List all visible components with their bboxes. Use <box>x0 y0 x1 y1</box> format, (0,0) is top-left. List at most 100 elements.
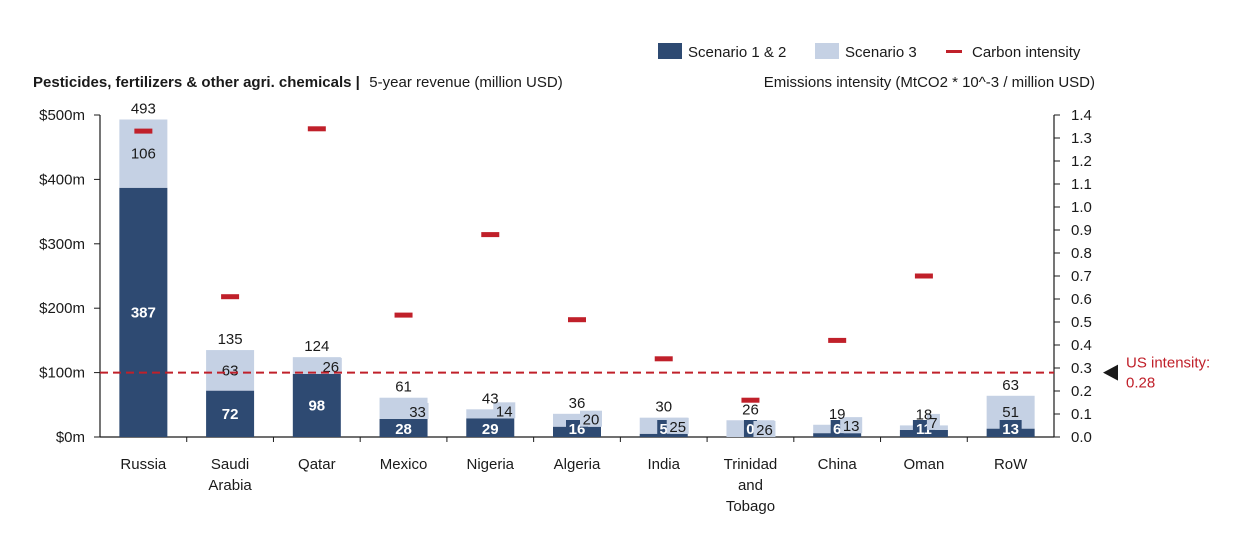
legend-swatch-carbon-intensity <box>946 50 962 53</box>
bar-label-pad <box>999 420 1022 437</box>
carbon-intensity-marker <box>394 312 413 318</box>
bar-label-pad <box>479 420 502 437</box>
bar-label-pad <box>753 421 776 437</box>
right-tick-label: 0.9 <box>1071 222 1092 239</box>
x-category-label: China <box>818 456 858 473</box>
bar-label-pad <box>666 417 689 434</box>
bar-scenario-1-2 <box>292 373 341 437</box>
bar-scenario-3 <box>466 409 515 419</box>
x-category-label: Algeria <box>554 456 601 473</box>
bar-value-label-scenario-3: 20 <box>583 412 600 429</box>
x-category-label: Oman <box>903 456 944 473</box>
x-category-label: Tobago <box>726 498 775 515</box>
bar-total-label: 36 <box>569 395 586 412</box>
x-category-label: RoW <box>994 456 1028 473</box>
bar-value-label-scenario-3: 25 <box>669 419 686 436</box>
left-tick-label: $100m <box>39 365 85 382</box>
bar-total-label: 18 <box>916 406 933 423</box>
bar-value-label-scenario-3: 13 <box>843 418 860 435</box>
bar-value-label-scenario-1-2: 13 <box>1002 421 1019 438</box>
bar-label-pad <box>406 402 429 419</box>
us-intensity-value: 0.28 <box>1126 375 1155 392</box>
x-category-label: Arabia <box>208 477 252 494</box>
x-category-label: Russia <box>120 456 167 473</box>
legend-label-scenario-3: Scenario 3 <box>845 44 917 61</box>
carbon-intensity-marker <box>221 294 240 300</box>
us-intensity-label: US intensity: <box>1126 355 1210 372</box>
x-category-label: Trinidad <box>724 456 778 473</box>
bar-label-pad <box>580 410 602 427</box>
chart-title-rest: 5-year revenue (million USD) <box>369 74 562 91</box>
plot-area: $0m $100m $200m $300m $400m $500m 0.0 0.1 0.2 0.3… <box>39 101 1210 515</box>
legend-swatch-scenario-3 <box>815 43 839 59</box>
bar-value-label-scenario-3: 7 <box>929 415 937 432</box>
left-tick-label: $200m <box>39 300 85 317</box>
x-category-label: and <box>738 477 763 494</box>
legend-swatch-scenario-1-2 <box>658 43 682 59</box>
right-tick-label: 0.4 <box>1071 337 1092 354</box>
legend: Scenario 1 & 2 Scenario 3 Carbon intensi… <box>658 43 1081 61</box>
bar-value-label-scenario-1-2: 29 <box>482 421 499 438</box>
right-tick-label: 1.1 <box>1071 176 1092 193</box>
right-tick-label: 0.8 <box>1071 245 1092 262</box>
bar-value-label-scenario-1-2: 0 <box>746 421 754 438</box>
carbon-intensity-marker <box>741 397 760 403</box>
bar-value-label-scenario-3: 26 <box>756 422 773 439</box>
carbon-intensity-marker <box>134 128 153 134</box>
bar-value-label-scenario-1-2: 28 <box>395 421 412 438</box>
bar-total-label: 43 <box>482 390 499 407</box>
right-tick-label: 0.1 <box>1071 406 1092 423</box>
bar-scenario-1-2 <box>206 390 255 437</box>
bar-total-label: 493 <box>131 101 156 118</box>
bar-total-label: 61 <box>395 379 412 396</box>
bar-label-pad <box>926 413 940 430</box>
bar-value-label-scenario-1-2: 98 <box>308 397 325 414</box>
right-axis-title: Emissions intensity (MtCO2 * 10^-3 / mil… <box>764 74 1095 91</box>
carbon-intensity-marker <box>481 232 500 238</box>
chart-title-bold: Pesticides, fertilizers & other agri. ch… <box>33 74 360 91</box>
right-tick-label: 0.3 <box>1071 360 1092 377</box>
us-intensity-pointer-icon <box>1103 364 1118 381</box>
bar-scenario-3 <box>206 350 255 391</box>
bar-total-label: 30 <box>655 399 672 416</box>
bar-value-label-scenario-3: 14 <box>496 403 513 420</box>
right-tick-label: 0.5 <box>1071 314 1092 331</box>
x-category-label: India <box>647 456 680 473</box>
bar-label-pad <box>493 402 516 419</box>
bar-value-label-scenario-3: 63 <box>222 362 239 379</box>
carbon-intensity-marker <box>307 126 326 132</box>
bar-value-label-scenario-1-2: 6 <box>833 421 841 438</box>
bar-total-label: 19 <box>829 406 846 423</box>
carbon-intensity-marker <box>568 317 586 323</box>
bar-total-label: 26 <box>742 401 759 418</box>
left-tick-label: $0m <box>56 429 85 446</box>
right-tick-label: 0.2 <box>1071 383 1092 400</box>
carbon-intensity-marker <box>654 356 673 362</box>
bar-value-label-scenario-3: 51 <box>1002 404 1019 421</box>
left-tick-label: $300m <box>39 236 85 253</box>
x-category-label: Mexico <box>380 456 428 473</box>
bar-value-label-scenario-1-2: 5 <box>660 421 668 438</box>
x-category-label: Saudi <box>211 456 249 473</box>
bar-label-pad <box>392 420 415 437</box>
chart-title: Pesticides, fertilizers & other agri. ch… <box>33 74 563 91</box>
carbon-intensity-marker <box>914 273 933 279</box>
x-category-label: Qatar <box>298 456 336 473</box>
left-tick-label: $400m <box>39 171 85 188</box>
right-tick-label: 1.3 <box>1071 130 1092 147</box>
bar-value-label-scenario-1-2: 72 <box>222 406 239 423</box>
bar-label-pad <box>840 417 863 434</box>
right-tick-label: 0.6 <box>1071 291 1092 308</box>
bar-label-pad <box>319 357 342 374</box>
right-tick-label: 1.0 <box>1071 199 1092 216</box>
bar-total-label: 63 <box>1002 377 1019 394</box>
legend-label-scenario-1-2: Scenario 1 & 2 <box>688 44 786 61</box>
bar-value-label-scenario-3: 33 <box>409 404 426 421</box>
right-tick-label: 0.7 <box>1071 268 1092 285</box>
carbon-intensity-marker <box>828 337 847 343</box>
bar-scenario-1-2 <box>119 187 168 437</box>
bar-total-label: 135 <box>218 331 243 348</box>
legend-label-carbon-intensity: Carbon intensity <box>972 44 1081 61</box>
right-tick-label: 1.2 <box>1071 153 1092 170</box>
